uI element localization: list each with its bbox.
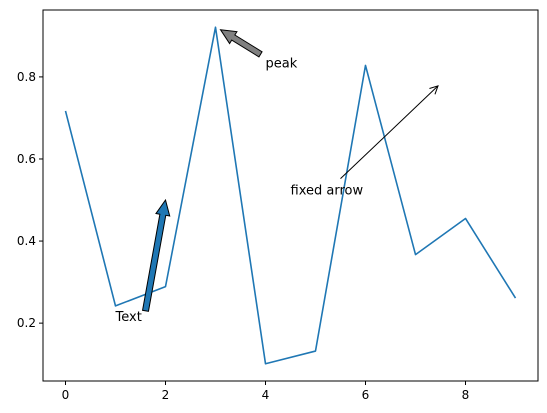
- data-point: [163, 284, 167, 288]
- data-point: [363, 63, 367, 67]
- x-tick-label: 8: [462, 388, 470, 402]
- annotation-arrow: [340, 85, 439, 180]
- plot-frame: [42, 9, 539, 382]
- x-tick-label: 4: [262, 388, 270, 402]
- annotation-arrow: [219, 29, 263, 58]
- data-point: [463, 216, 467, 220]
- x-tick-label: 6: [362, 388, 370, 402]
- annotation-label: peak: [266, 56, 298, 71]
- y-tick-label: 0.6: [17, 152, 36, 166]
- data-point: [263, 362, 267, 366]
- axes-group: 0 2 4 6 8 0.2 0.4 0.6 0.8: [17, 70, 469, 402]
- x-tick-label: 2: [162, 388, 170, 402]
- y-tick-label: 0.4: [17, 234, 36, 248]
- x-tick-label: 0: [62, 388, 70, 402]
- annotation-arrowhead: [429, 85, 439, 95]
- data-point: [213, 25, 217, 29]
- y-tick-label: 0.2: [17, 316, 36, 330]
- annotations-group: Text peak fixed arrow: [115, 29, 439, 325]
- series-line: [64, 26, 517, 365]
- data-point: [113, 304, 117, 308]
- series-group: [63, 25, 517, 366]
- annotation-label: Text: [115, 310, 142, 325]
- data-point: [313, 349, 317, 353]
- data-point: [513, 296, 517, 300]
- y-tick-label: 0.8: [17, 70, 36, 84]
- annotation-arrow: [141, 198, 171, 312]
- data-point: [63, 109, 67, 113]
- annotation-label: fixed arrow: [291, 184, 364, 199]
- data-point: [413, 252, 417, 256]
